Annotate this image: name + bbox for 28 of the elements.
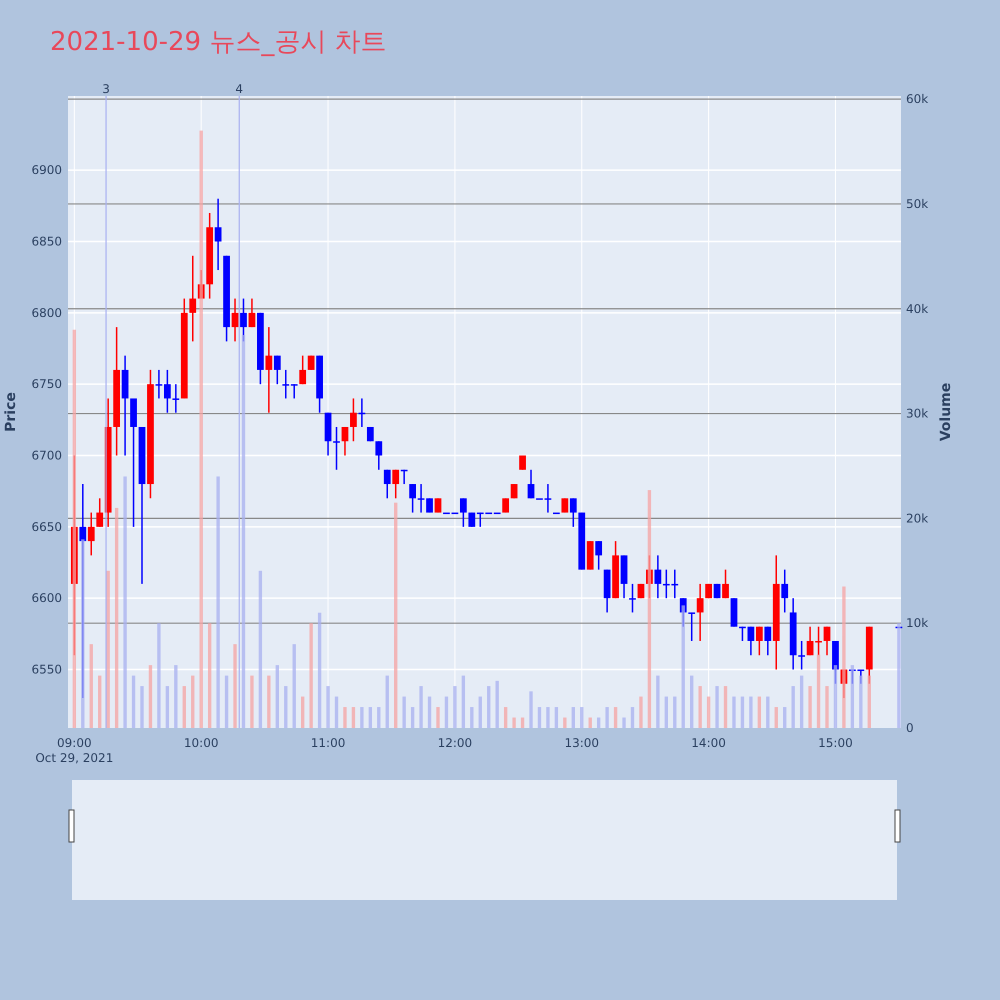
y2-tick-label: 0: [906, 721, 914, 735]
x-tick-label: 09:00: [57, 736, 92, 750]
y2-tick-label: 60k: [906, 92, 928, 106]
y-tick-label: 6600: [31, 591, 62, 606]
y2-tick-label: 50k: [906, 196, 928, 211]
x-tick-label: 14:00: [691, 736, 726, 750]
x-tick-label: 13:00: [564, 736, 600, 750]
y-tick-label: 6850: [31, 234, 62, 249]
x-tick-label: 11:00: [310, 736, 346, 750]
y-tick-label: 6800: [31, 306, 62, 320]
x-tick-label: 10:00: [184, 736, 218, 750]
ref-line-label: 4: [235, 82, 244, 96]
x-tick-label: 12:00: [438, 736, 472, 750]
y2-tick-label: 40k: [906, 302, 928, 316]
x-tick-label: 15:00: [818, 736, 853, 750]
y-tick-label: 6550: [31, 662, 62, 677]
y-axis-title: Price: [3, 392, 19, 432]
y2-tick-label: 20k: [906, 511, 928, 526]
chart-title: 2021-10-29 뉴스_공시 차트: [50, 27, 387, 57]
y-tick-label: 6650: [31, 520, 62, 534]
y2-tick-label: 10k: [906, 616, 928, 630]
ref-line-label: 3: [102, 82, 110, 96]
y2-tick-label: 30k: [906, 406, 928, 421]
y2-axis-title: Volume: [938, 382, 954, 442]
y-tick-label: 6750: [31, 377, 62, 392]
y-tick-label: 6900: [31, 163, 62, 178]
y-tick-label: 6700: [31, 448, 62, 463]
text: Oct 29, 2021: [35, 751, 114, 765]
